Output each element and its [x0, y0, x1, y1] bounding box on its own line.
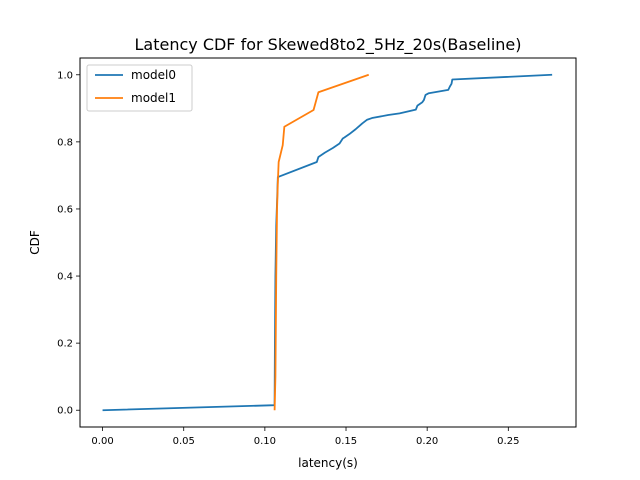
y-tick-label: 0.8	[57, 137, 73, 148]
x-tick-label: 0.05	[173, 436, 195, 447]
x-tick-label: 0.25	[497, 436, 519, 447]
x-tick-label: 0.10	[254, 436, 276, 447]
y-tick-label: 0.4	[57, 272, 73, 283]
x-axis-label: latency(s)	[298, 456, 358, 470]
legend-label-model0: model0	[131, 68, 176, 82]
series-line-model1	[273, 73, 370, 411]
y-tick-label: 0.0	[57, 406, 73, 417]
plot-frame	[79, 57, 577, 428]
series-layer	[102, 73, 553, 412]
x-axis-ticks: 0.00 0.05 0.10 0.15 0.20 0.25	[91, 427, 519, 447]
x-tick-label: 0.00	[91, 436, 113, 447]
y-axis-ticks: 0.0 0.2 0.4 0.6 0.8 1.0	[57, 70, 80, 417]
x-tick-label: 0.20	[416, 436, 438, 447]
legend: model0 model1	[86, 64, 193, 112]
legend-box	[86, 64, 193, 112]
y-tick-label: 1.0	[57, 70, 73, 81]
chart-title: Latency CDF for Skewed8to2_5Hz_20s(Basel…	[134, 35, 521, 55]
x-tick-label: 0.15	[335, 436, 357, 447]
y-tick-label: 0.6	[57, 204, 73, 215]
y-tick-label: 0.2	[57, 339, 73, 350]
legend-label-model1: model1	[131, 91, 176, 105]
y-axis-label: CDF	[28, 230, 42, 255]
